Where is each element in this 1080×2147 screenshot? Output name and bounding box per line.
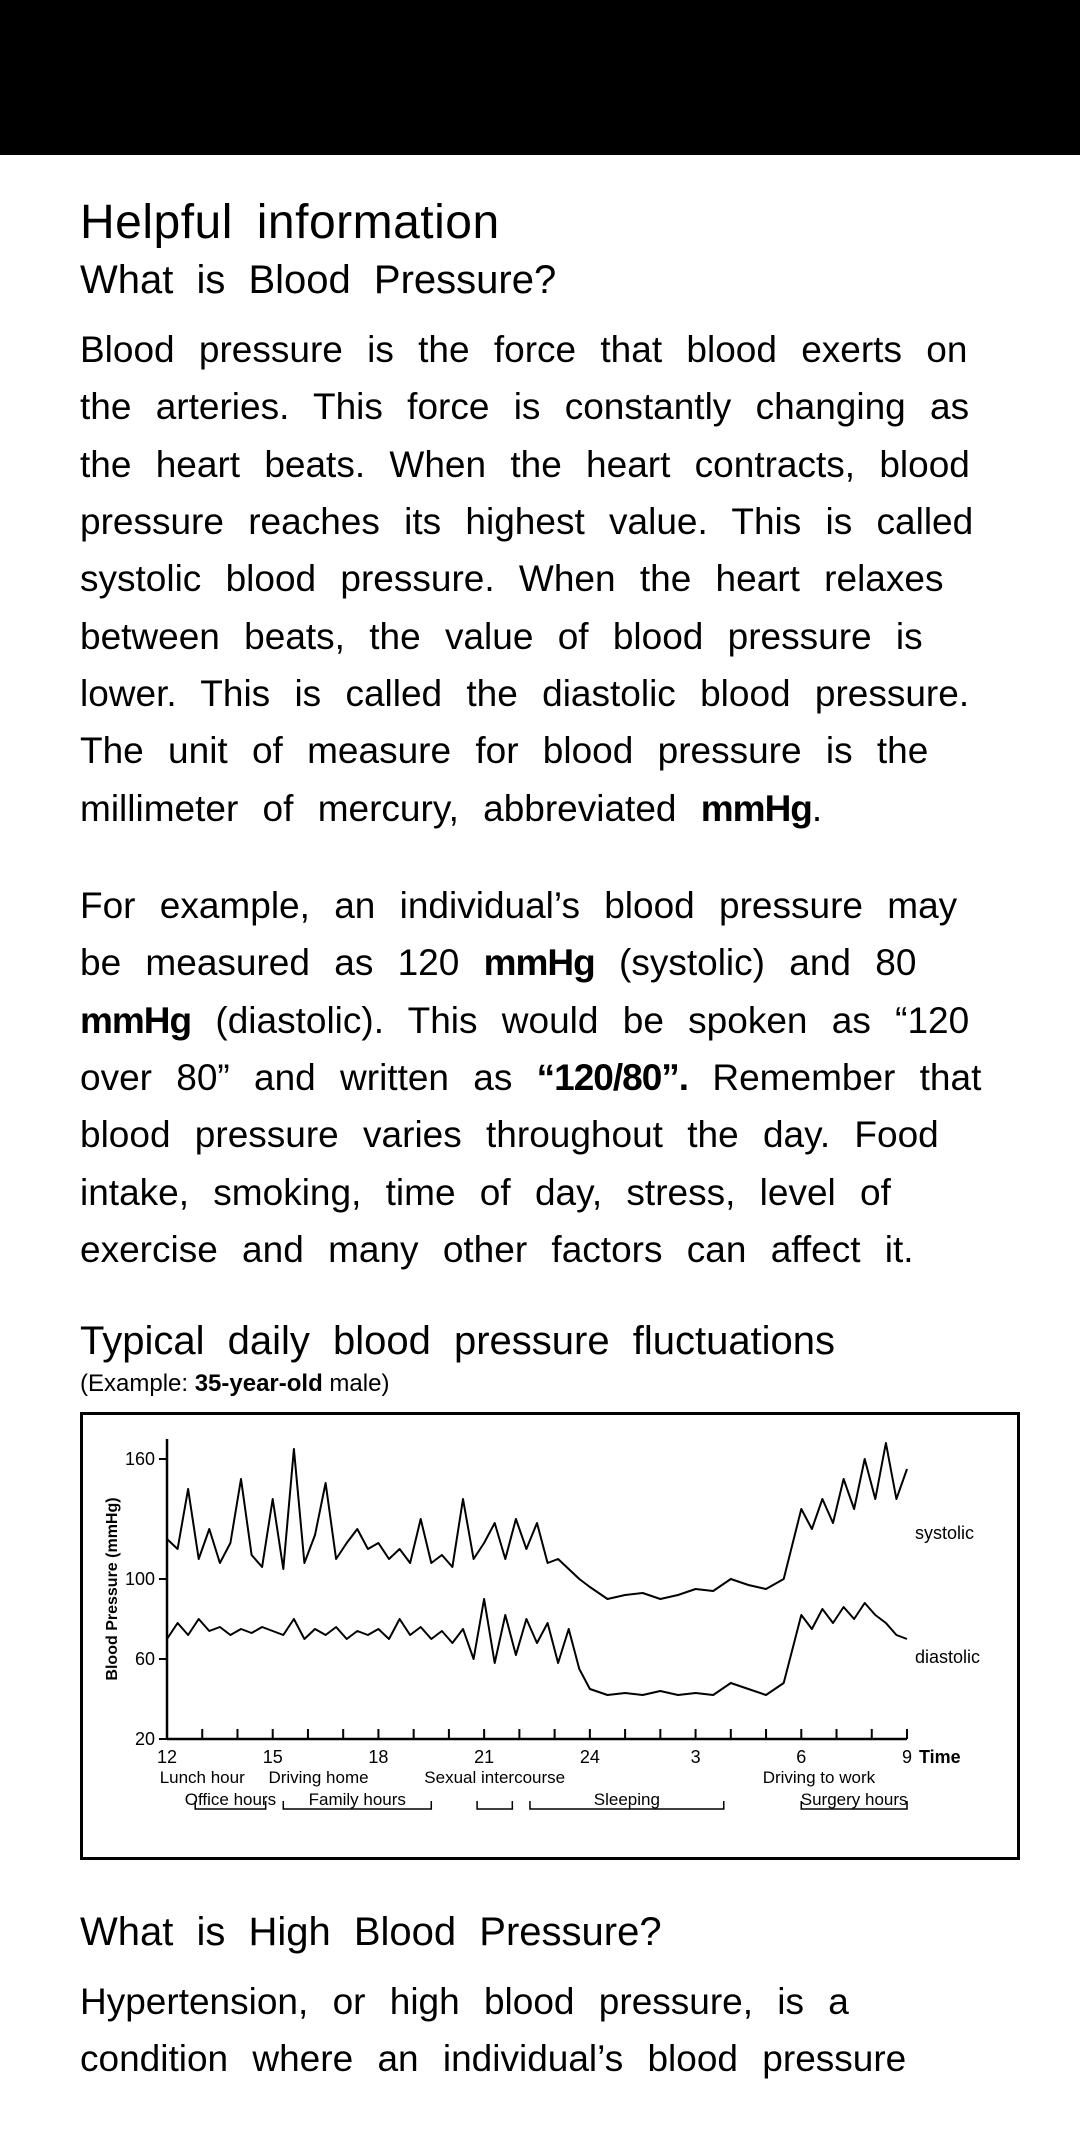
section1-heading: What is Blood Pressure?	[80, 258, 1020, 303]
svg-text:Sexual intercourse: Sexual intercourse	[424, 1768, 565, 1787]
svg-text:Lunch hour: Lunch hour	[160, 1768, 245, 1787]
page-heading: Helpful information	[80, 195, 1020, 250]
paragraph-3: Hypertension, or high blood pressure, is…	[80, 1973, 1020, 2088]
para2-mmhg-1: mmHg	[484, 942, 595, 983]
svg-text:15: 15	[263, 1747, 283, 1767]
section2-heading: What is High Blood Pressure?	[80, 1910, 1020, 1955]
svg-text:Sleeping: Sleeping	[594, 1790, 660, 1809]
para1-text: Blood pressure is the force that blood e…	[80, 329, 973, 829]
para2-mmhg-2: mmHg	[80, 1000, 191, 1041]
svg-text:Driving to work: Driving to work	[763, 1768, 876, 1787]
para1-end: .	[812, 788, 822, 829]
chart-sub-post: male)	[323, 1370, 390, 1397]
chart-title: Typical daily blood pressure fluctuation…	[80, 1319, 1020, 1364]
svg-text:21: 21	[474, 1747, 494, 1767]
svg-text:6: 6	[796, 1747, 806, 1767]
svg-text:3: 3	[691, 1747, 701, 1767]
para2-120-80: “120/80”.	[537, 1057, 688, 1098]
svg-text:12: 12	[157, 1747, 177, 1767]
svg-text:Family hours: Family hours	[309, 1790, 406, 1809]
chart-sub-bold: 35-year-old	[195, 1370, 323, 1397]
svg-text:Driving home: Driving home	[268, 1768, 368, 1787]
svg-text:diastolic: diastolic	[915, 1647, 980, 1667]
chart-subtitle: (Example: 35-year-old male)	[80, 1370, 1020, 1398]
chart-container: Blood Pressure (mmHg) 20 60 100 160 12 15 18 21 2…	[80, 1412, 1020, 1860]
paragraph-1: Blood pressure is the force that blood e…	[80, 321, 1020, 837]
para1-mmhg: mmHg	[701, 788, 812, 829]
svg-text:24: 24	[580, 1747, 600, 1767]
svg-text:160: 160	[125, 1449, 155, 1469]
svg-text:9: 9	[902, 1747, 912, 1767]
svg-text:100: 100	[125, 1569, 155, 1589]
svg-text:Blood Pressure (mmHg): Blood Pressure (mmHg)	[104, 1497, 121, 1680]
svg-text:Time: Time	[919, 1747, 961, 1767]
svg-text:Surgery hours: Surgery hours	[801, 1790, 908, 1809]
para2-c: (systolic) and 80	[595, 942, 917, 983]
svg-text:systolic: systolic	[915, 1523, 974, 1543]
svg-text:Office hours: Office hours	[185, 1790, 276, 1809]
bp-line-chart: Blood Pressure (mmHg) 20 60 100 160 12 15 18 21 2…	[97, 1429, 997, 1839]
chart-sub-pre: (Example:	[80, 1370, 195, 1397]
top-black-bar	[0, 0, 1080, 155]
svg-text:60: 60	[135, 1649, 155, 1669]
svg-text:20: 20	[135, 1729, 155, 1749]
svg-text:18: 18	[368, 1747, 388, 1767]
document-content: Helpful information What is Blood Pressu…	[0, 155, 1080, 2147]
paragraph-2: For example, an individual’s blood press…	[80, 877, 1020, 1278]
para3-text: Hypertension, or high blood pressure, is…	[80, 1981, 906, 2079]
